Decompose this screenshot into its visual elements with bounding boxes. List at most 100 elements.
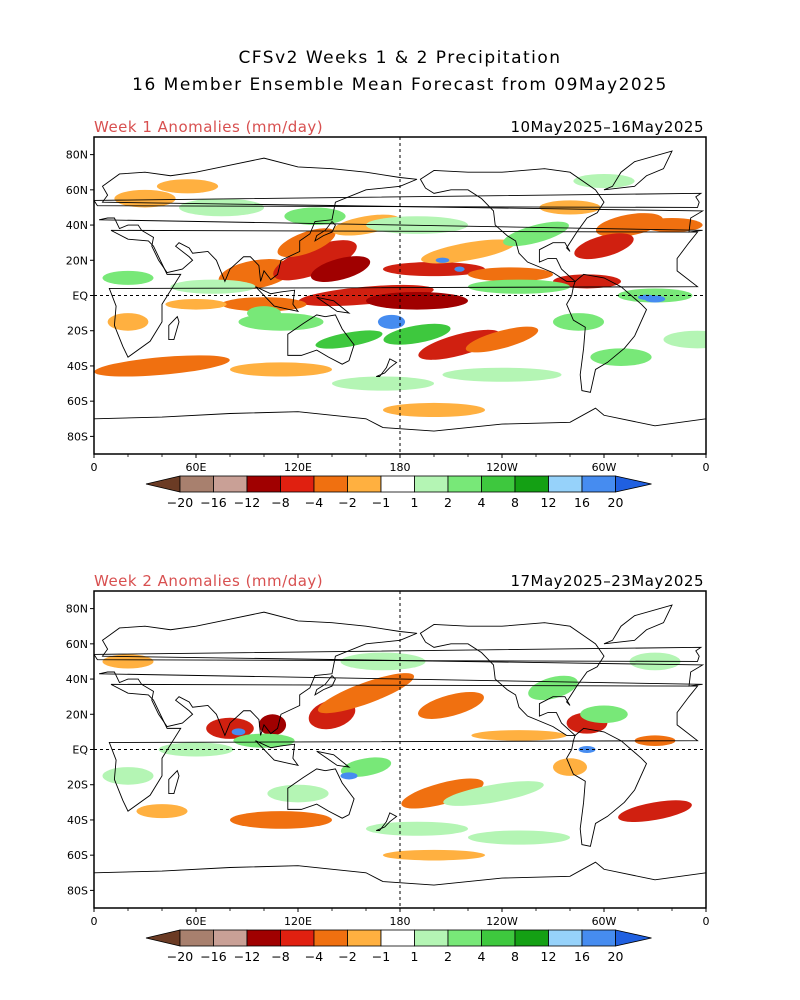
lon-label: 120E <box>284 461 312 474</box>
eurasia-coastline <box>99 611 705 737</box>
anomaly-patch <box>114 189 176 208</box>
lat-label: 40S <box>67 360 88 373</box>
anomaly-patch <box>247 306 281 321</box>
colorbar-segment <box>280 929 315 947</box>
colorbar-left-arrow <box>145 475 181 493</box>
colorbar-label: −20 <box>167 495 193 510</box>
anomaly-patch <box>277 228 336 258</box>
anomaly-patch <box>383 402 485 418</box>
week2-panel-label: Week 2 Anomalies (mm/day) <box>94 572 324 590</box>
newguinea-coastline <box>316 296 351 314</box>
lon-label: 60W <box>592 915 617 928</box>
colorbar-label: 2 <box>444 495 452 510</box>
anomaly-patch <box>267 784 329 803</box>
colorbar-label: 8 <box>511 949 519 964</box>
lat-label: 60N <box>66 184 88 197</box>
lat-label: 20N <box>66 254 88 267</box>
anomaly-patch <box>468 830 570 845</box>
lat-label: 20S <box>67 779 88 792</box>
anomaly-patch <box>165 299 227 310</box>
colorbar-segment <box>548 475 583 493</box>
anomaly-patch <box>418 691 484 719</box>
colorbar-label: −1 <box>372 949 390 964</box>
anomaly-patch <box>580 705 628 724</box>
lon-label: 60W <box>592 461 617 474</box>
colorbar-label: 16 <box>574 495 590 510</box>
colorbar-segment <box>213 929 248 947</box>
lon-label: 180 <box>390 915 411 928</box>
lon-label: 0 <box>703 915 710 928</box>
anomaly-patch <box>454 266 465 272</box>
colorbar-left-arrow <box>145 929 181 947</box>
colorbar-segment <box>414 929 449 947</box>
colorbar-label: −20 <box>167 949 193 964</box>
colorbar-segment <box>347 929 382 947</box>
indonesia-coastline <box>255 740 300 767</box>
anomaly-patch <box>366 821 468 836</box>
lat-label: 80N <box>66 603 88 616</box>
lat-label: 60S <box>67 849 88 862</box>
madagascar-coastline <box>168 315 180 340</box>
colorbar-segment <box>481 475 516 493</box>
africa-coastline <box>108 229 699 358</box>
colorbar-segment <box>548 929 583 947</box>
anomaly-patch <box>170 279 256 294</box>
colorbar-label: −8 <box>271 949 289 964</box>
anomaly-patch <box>468 267 553 282</box>
colorbar-segment <box>246 929 281 947</box>
lat-label: 40N <box>66 673 88 686</box>
africa-coastline <box>108 683 699 812</box>
colorbar-segment <box>213 475 248 493</box>
anomaly-patch <box>574 233 634 260</box>
anomaly-patch <box>94 355 230 377</box>
colorbar-label: 8 <box>511 495 519 510</box>
lon-label: 60E <box>186 915 207 928</box>
colorbar-label: 20 <box>608 495 624 510</box>
colorbar-segment <box>481 929 516 947</box>
anomaly-patch <box>107 313 149 331</box>
colorbar-segment <box>447 929 482 947</box>
colorbar-segment <box>280 475 315 493</box>
anomaly-field <box>94 591 706 908</box>
lat-label: 40S <box>67 814 88 827</box>
lat-label: 80N <box>66 149 88 162</box>
anomaly-patch <box>421 239 515 264</box>
uk-coastline <box>94 646 703 662</box>
lon-label: 0 <box>91 461 98 474</box>
newzealand-coastline <box>376 812 398 831</box>
colorbar-label: 2 <box>444 949 452 964</box>
lon-label: 120W <box>486 915 518 928</box>
colorbar-label: −16 <box>200 949 226 964</box>
anomaly-patch <box>377 314 406 329</box>
anomaly-patch <box>340 757 392 777</box>
anomaly-patch <box>468 279 570 294</box>
anomaly-patch <box>471 730 567 741</box>
colorbar-segment <box>514 929 549 947</box>
anomaly-patch <box>136 804 188 819</box>
colorbar-right-arrow <box>615 475 652 493</box>
anomaly-patch <box>383 849 485 861</box>
anomaly-patch <box>435 257 450 263</box>
lat-label: EQ <box>72 290 88 303</box>
lat-label: 40N <box>66 219 88 232</box>
anomaly-patch <box>230 811 332 829</box>
colorbar-segment <box>313 475 348 493</box>
colorbar-label: −4 <box>305 949 323 964</box>
colorbar-right-arrow <box>615 929 652 947</box>
anomaly-field <box>94 137 706 454</box>
colorbar-label: −2 <box>338 949 356 964</box>
anomaly-patch <box>383 262 485 277</box>
anomaly-patch <box>179 198 264 217</box>
colorbar-segment <box>347 475 382 493</box>
map-panel-1: 80N 60N 40N 20N EQ 20S 40S 60S 80S 0 60E 120E 180 120… <box>66 136 710 474</box>
colorbar-1: −20 −16 −12 −8 −4 −2 −1 1 2 4 8 12 16 20 <box>145 475 652 510</box>
colorbar-segment <box>414 475 449 493</box>
greenland-coastline <box>603 150 673 191</box>
newzealand-coastline <box>376 358 398 377</box>
samerica-coastline <box>566 273 648 393</box>
anomaly-patch <box>366 291 468 310</box>
eurasia-coastline <box>99 157 705 283</box>
anomaly-patch <box>233 733 295 748</box>
lat-label: 80S <box>67 884 88 897</box>
colorbar-label: −1 <box>372 495 390 510</box>
